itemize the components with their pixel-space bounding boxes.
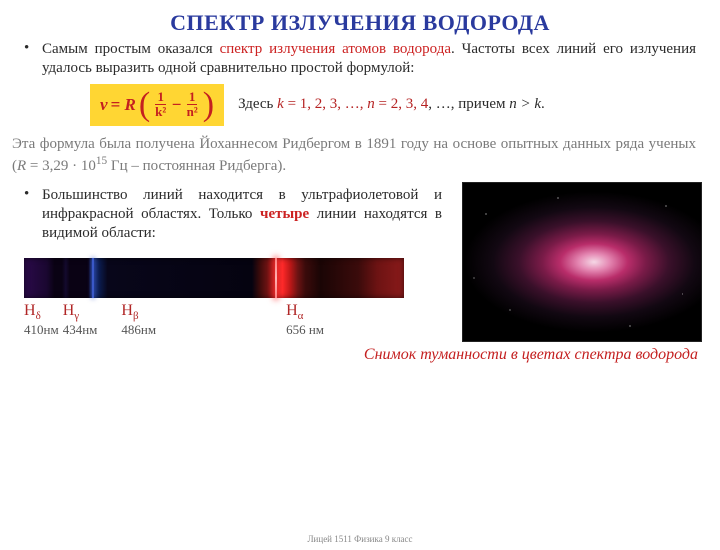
line-name: Hβ (121, 302, 138, 322)
nebula-image (462, 182, 702, 342)
spectrum-line-label: Hβ486нм (121, 302, 156, 338)
line-name: Hγ (63, 302, 79, 322)
paragraph-2-text: Большинство линий находится в ультрафиол… (42, 186, 442, 242)
line-name: Hδ (24, 302, 41, 322)
spectrum-image (24, 258, 404, 298)
nebula-block (462, 182, 702, 342)
formula-nu: ν (100, 95, 108, 115)
footer-text: Лицей 1511 Физика 9 класс (0, 534, 720, 544)
line-wavelength: 486нм (121, 322, 156, 338)
line-wavelength: 410нм (24, 322, 59, 338)
spectrum-line-label: Hα656 нм (286, 302, 324, 338)
spectrum-line-label: Hγ434нм (63, 302, 98, 338)
formula-frac1: 1 k² (153, 90, 168, 118)
formula-eq: = R (111, 95, 136, 115)
spectrum-labels: Hδ410нмHγ434нм Hβ486нм Hα656 нм (24, 302, 444, 338)
formula-rparen: ) (203, 90, 214, 120)
spectrum-line-label: Hδ410нм (24, 302, 59, 338)
page-title: СПЕКТР ИЗЛУЧЕНИЯ ВОДОРОДА (0, 10, 720, 36)
ridberg-note: Эта формула была получена Йоханнесом Рид… (0, 126, 720, 177)
bullet-icon: • (24, 186, 42, 242)
line-name: Hα (286, 302, 303, 322)
nebula-caption: Снимок туманности в цветах спектра водор… (0, 342, 720, 364)
paragraph-2: • Большинство линий находится в ультрафи… (24, 182, 448, 242)
formula-box: ν = R ( 1 k² − 1 n² ) (90, 84, 224, 126)
line-wavelength: 434нм (63, 322, 98, 338)
formula-minus: − (171, 95, 181, 115)
formula-frac2: 1 n² (185, 90, 200, 118)
para1-red: спектр излучения атомов водорода (220, 41, 451, 57)
formula-lparen: ( (139, 90, 150, 120)
formula-note: Здесь k = 1, 2, 3, …, n = 2, 3, 4, …, пр… (238, 96, 545, 113)
paragraph-1-text: Самым простым оказался спектр излучения … (42, 40, 696, 78)
lower-section: • Большинство линий находится в ультрафи… (0, 176, 720, 342)
lower-left: • Большинство линий находится в ультрафи… (24, 182, 448, 342)
bullet-icon: • (24, 40, 42, 78)
para1-pre: Самым простым оказался (42, 41, 220, 57)
paragraph-1: • Самым простым оказался спектр излучени… (0, 36, 720, 78)
line-wavelength: 656 нм (286, 322, 324, 338)
formula-row: ν = R ( 1 k² − 1 n² ) Здесь k = 1, 2, 3,… (0, 78, 720, 126)
